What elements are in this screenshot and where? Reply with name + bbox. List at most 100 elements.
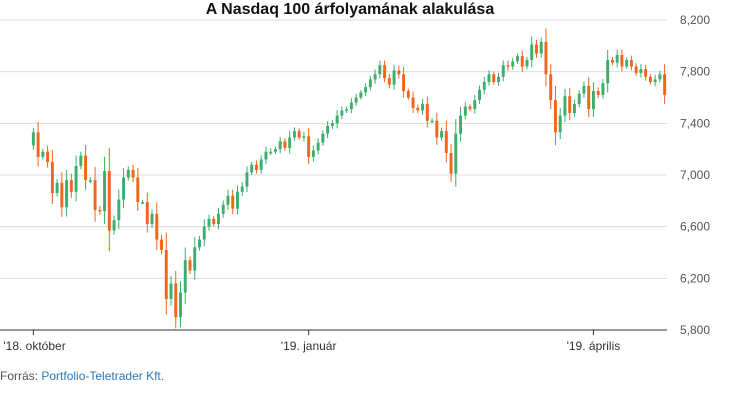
candle-body <box>254 164 258 170</box>
candle <box>179 281 182 328</box>
candle <box>587 77 591 118</box>
candle <box>615 49 619 68</box>
candle-body <box>492 74 496 82</box>
grid-lines <box>0 19 667 279</box>
y-tick-label: 7,400 <box>680 116 710 130</box>
candle <box>193 237 197 280</box>
candle-body <box>383 65 387 79</box>
candle-body <box>392 70 396 85</box>
candle <box>568 88 572 121</box>
candle <box>378 60 382 79</box>
candle <box>316 138 320 155</box>
candle-body <box>487 74 491 82</box>
candle-body <box>207 218 211 227</box>
candle <box>520 50 524 72</box>
candle-body <box>107 171 111 231</box>
candle <box>136 167 140 211</box>
candle <box>297 128 301 140</box>
candle <box>406 88 410 100</box>
candle <box>582 81 586 98</box>
candle-body <box>183 260 187 293</box>
candle-body <box>264 151 268 160</box>
candle-body <box>416 107 420 111</box>
candle-body <box>164 249 168 299</box>
candle-body <box>169 283 173 299</box>
candle-body <box>615 54 619 63</box>
candle <box>425 96 429 128</box>
candle <box>525 56 529 70</box>
candle-body <box>93 180 97 210</box>
y-tick-label: 5,800 <box>680 323 710 337</box>
candle-body <box>202 226 206 240</box>
candle-body <box>648 76 652 82</box>
candle <box>273 146 277 154</box>
candle-body <box>449 153 453 174</box>
candle <box>596 87 600 99</box>
candle-body <box>79 155 83 166</box>
x-tick-label: '19. április <box>567 339 621 353</box>
candle <box>639 64 643 78</box>
candle-body <box>402 74 406 92</box>
candle-body <box>283 141 287 148</box>
candle <box>634 63 638 76</box>
candle <box>240 181 244 196</box>
candle <box>648 74 652 85</box>
candle <box>535 39 538 58</box>
candle <box>55 179 59 197</box>
candle <box>478 85 481 104</box>
candle <box>326 121 330 139</box>
source-link[interactable]: Portfolio-Teletrader Kft. <box>41 369 165 383</box>
candle-body <box>55 182 59 194</box>
candle-body <box>582 85 586 94</box>
candles <box>31 28 667 329</box>
candle-body <box>563 96 567 116</box>
candle <box>572 99 576 117</box>
candle-body <box>516 56 519 62</box>
candle-body <box>397 70 401 75</box>
candle-body <box>141 202 145 204</box>
candle-body <box>316 142 320 151</box>
candle-body <box>482 82 486 90</box>
candle <box>288 131 292 154</box>
candle <box>373 69 377 84</box>
candle <box>625 57 629 69</box>
candle-body <box>501 65 505 77</box>
candle-body <box>610 60 614 63</box>
candle <box>506 60 510 71</box>
candle <box>516 53 519 64</box>
candle-body <box>511 61 515 67</box>
candle-body <box>663 74 667 95</box>
candle-body <box>226 195 230 205</box>
candle <box>36 121 40 167</box>
candle <box>117 189 121 230</box>
candle <box>454 119 458 187</box>
candle-body <box>235 191 239 209</box>
candle <box>250 161 254 175</box>
candle <box>553 85 557 146</box>
candle-body <box>126 169 130 178</box>
candle-body <box>530 44 534 61</box>
candle <box>31 127 35 150</box>
candle <box>164 232 168 315</box>
candle <box>511 57 515 70</box>
candle-body <box>250 164 254 173</box>
candle <box>620 49 624 72</box>
candle <box>131 164 135 183</box>
candle-body <box>117 199 121 221</box>
candle <box>610 56 614 66</box>
candle <box>231 189 235 215</box>
candle <box>397 65 401 79</box>
candle-body <box>634 66 638 73</box>
candle <box>302 131 306 142</box>
candle <box>107 148 111 252</box>
candle-body <box>50 162 54 194</box>
candle-body <box>288 137 292 148</box>
candle-body <box>473 100 477 110</box>
candle-body <box>198 239 201 248</box>
candle-body <box>103 171 107 212</box>
candle <box>421 98 425 115</box>
candle-body <box>653 79 657 82</box>
candle <box>150 209 154 228</box>
candle <box>653 74 657 87</box>
